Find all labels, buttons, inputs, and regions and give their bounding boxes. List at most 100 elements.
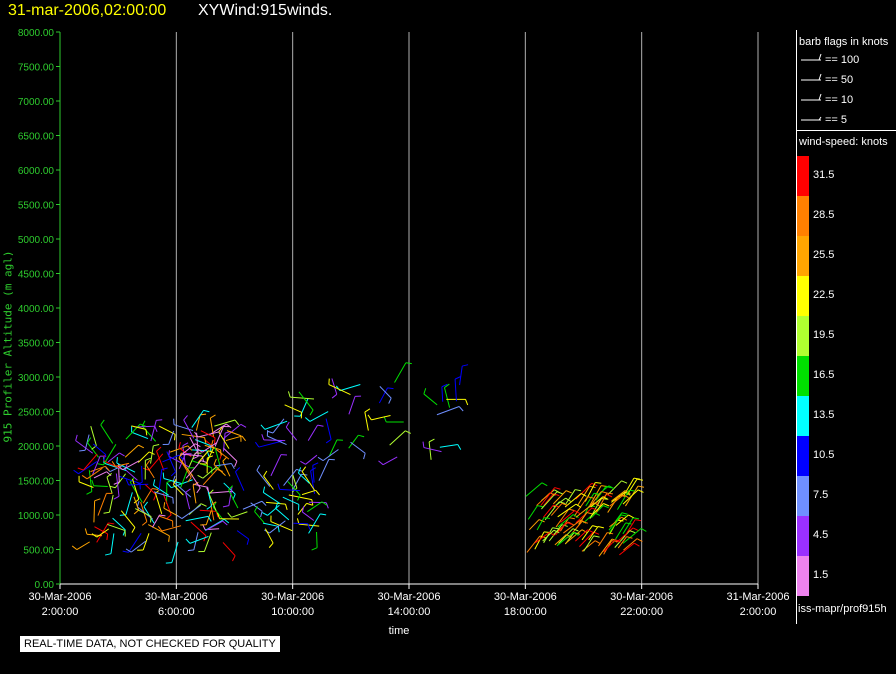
wind-barb <box>200 430 216 439</box>
wind-barb-flag <box>133 498 140 504</box>
wind-barb <box>262 522 279 527</box>
wind-barb <box>94 526 108 535</box>
wind-barb <box>166 451 177 473</box>
wind-barb-flag <box>364 408 371 413</box>
wind-barb-flag <box>192 481 199 486</box>
wind-barb-flag <box>77 467 84 471</box>
wind-barb <box>204 444 221 451</box>
speed-label: 1.5 <box>813 569 829 581</box>
wind-barb <box>348 396 356 415</box>
wind-barb-flag <box>617 519 624 522</box>
wind-barb <box>133 496 140 511</box>
wind-barb-flag <box>287 391 291 398</box>
wind-barb-flag <box>152 487 159 491</box>
x-tick-label: 30-Mar-2006 <box>29 591 92 603</box>
wind-barb-flag <box>306 502 313 506</box>
wind-barb <box>318 459 330 481</box>
wind-barb-flag <box>297 467 302 474</box>
legend: barb flags in knots == 100 == 50 == 10 =… <box>796 30 896 624</box>
wind-barb-flag <box>103 511 110 514</box>
wind-barb-flag <box>119 452 125 457</box>
x-tick-label: 30-Mar-2006 <box>378 591 441 603</box>
wind-barb <box>150 445 154 464</box>
wind-barb-flag <box>629 530 636 534</box>
wind-barb-flag <box>234 419 240 426</box>
wind-barb-flag <box>595 482 602 484</box>
speed-label: 22.5 <box>813 289 835 301</box>
wind-barb <box>379 385 392 399</box>
wind-barb <box>622 489 639 505</box>
wind-barb-flag <box>623 494 629 499</box>
wind-barb <box>142 488 153 504</box>
speed-swatch <box>797 476 809 516</box>
wind-barb <box>565 529 583 545</box>
wind-barb <box>158 515 173 522</box>
wind-barb-flag <box>568 508 575 512</box>
wind-barb <box>622 528 642 544</box>
wind-barb <box>209 417 215 438</box>
wind-barb-flag <box>537 505 544 508</box>
wind-barb <box>269 520 286 534</box>
wind-barb-flag <box>632 527 639 532</box>
wind-barb-flag <box>166 482 172 489</box>
speed-swatch <box>797 516 809 556</box>
wind-barb <box>109 464 124 473</box>
x-tick-label: 18:00:00 <box>504 606 547 618</box>
wind-barb <box>96 528 110 538</box>
wind-barb-flag <box>626 536 633 539</box>
wind-barb <box>312 465 315 483</box>
x-tick-label: 30-Mar-2006 <box>494 591 557 603</box>
wind-barb <box>282 496 300 505</box>
wind-barb <box>205 446 215 465</box>
wind-barb-flag <box>625 491 631 496</box>
wind-barb <box>103 460 122 470</box>
wind-barb <box>199 509 217 512</box>
wind-barb <box>557 514 574 528</box>
wind-barb-flag <box>152 479 156 486</box>
speed-label: 4.5 <box>813 529 829 541</box>
wind-barb-flag <box>260 424 266 430</box>
wind-barb-flag <box>311 547 318 551</box>
wind-barb-flag <box>156 419 163 421</box>
x-tick-label: 2:00:00 <box>740 606 777 618</box>
wind-barb <box>454 379 457 402</box>
barb-100-label: == 100 <box>825 54 860 66</box>
wind-barb <box>124 444 139 458</box>
wind-barb-flag <box>593 535 600 538</box>
wind-barb-flag <box>277 526 280 533</box>
wind-barb <box>598 538 613 557</box>
wind-barb <box>181 433 205 438</box>
wind-barb-flag <box>581 529 588 534</box>
y-tick-label: 3500.00 <box>18 339 55 350</box>
wind-barb <box>185 460 202 479</box>
wind-barb <box>298 523 320 527</box>
wind-barb <box>309 411 329 422</box>
title-date: 31-mar-2006,02:00:00 <box>8 2 167 19</box>
wind-barb <box>197 450 209 464</box>
wind-barb-flag <box>185 538 191 544</box>
wind-barb-flag <box>153 444 160 447</box>
wind-barb-flag <box>358 434 365 438</box>
wind-barb-flag <box>423 388 427 395</box>
wind-barb-flag <box>168 535 170 542</box>
wind-barb <box>78 461 98 475</box>
wind-barb <box>114 473 127 489</box>
speed-swatch <box>797 236 809 276</box>
wind-barb <box>575 482 593 500</box>
wind-barb <box>607 494 620 513</box>
wind-barb <box>142 533 150 551</box>
wind-barb-flag <box>178 441 181 449</box>
wind-barb <box>293 522 308 525</box>
wind-barb-flag <box>145 457 152 461</box>
wind-barb-flag <box>637 485 645 488</box>
x-tick-label: 2:00:00 <box>42 606 79 618</box>
wind-barb <box>205 520 223 531</box>
wind-barb <box>90 425 97 446</box>
wind-barb <box>542 504 554 518</box>
wind-barb <box>578 512 588 525</box>
wind-barb-flag <box>593 502 600 507</box>
wind-barb-flag <box>317 456 324 462</box>
wind-barb <box>297 503 307 515</box>
wind-barb-flag <box>187 549 194 552</box>
wind-barb-flag <box>574 510 581 514</box>
